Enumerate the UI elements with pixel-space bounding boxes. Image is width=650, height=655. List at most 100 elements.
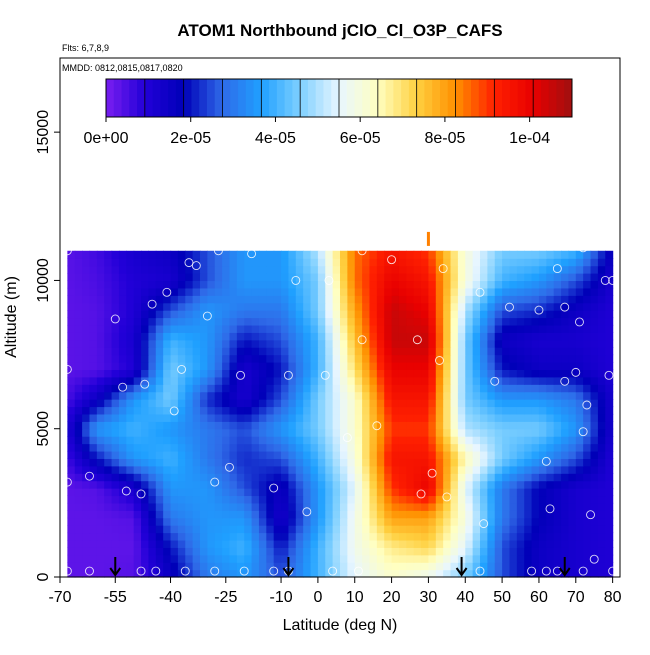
heatmap-cell [155,480,164,489]
heatmap-cell [509,547,518,556]
heatmap-cell [266,495,275,504]
heatmap-cell [310,547,319,556]
heatmap-cell [236,428,245,437]
heatmap-cell [281,465,290,474]
heatmap-cell [229,250,238,259]
heatmap-cell [354,406,363,415]
sample-point [372,421,382,431]
heatmap-cell [214,287,223,296]
x-tick-label: 60 [530,589,548,606]
heatmap-cell [266,391,275,400]
heatmap-cell [118,258,127,267]
heatmap-cell [421,569,430,578]
heatmap-cell [340,428,348,437]
heatmap-cell [465,361,474,370]
heatmap-cell [207,458,216,467]
heatmap-cell [96,384,105,393]
heatmap-cell [480,295,488,304]
heatmap-cell [583,361,592,370]
heatmap-cell [369,310,378,319]
heatmap-cell [561,384,570,393]
heatmap-cell [398,569,407,578]
heatmap-cell [192,347,201,356]
heatmap-cell [310,250,319,259]
heatmap-cell [362,473,371,482]
heatmap-cell [605,562,614,571]
heatmap-cell [214,413,223,422]
heatmap-cell [391,265,400,274]
heatmap-cell [487,480,496,489]
heatmap-cell [443,384,452,393]
heatmap-cell [244,354,253,363]
heatmap-cell [288,310,297,319]
heatmap-cell [96,273,105,282]
heatmap-cell [332,354,341,363]
heatmap-cell [384,295,393,304]
heatmap-cell [443,502,452,511]
heatmap-cell [516,458,525,467]
heatmap-cell [82,376,91,385]
heatmap-cell [222,324,231,333]
heatmap-cell [472,302,481,311]
heatmap-cell [310,295,319,304]
heatmap-cell [133,310,142,319]
heatmap-cell [273,399,282,408]
heatmap-cell [435,391,444,400]
heatmap-cell [443,473,452,482]
heatmap-cell [369,406,378,415]
heatmap-cell [266,369,275,378]
heatmap-cell [281,539,290,548]
heatmap-cell [288,465,297,474]
heatmap-cell [126,384,135,393]
heatmap-cell [303,502,312,511]
heatmap-cell [126,354,135,363]
heatmap-cell [177,280,186,289]
heatmap-cell [524,443,533,452]
heatmap-cell [111,369,120,378]
heatmap-cell [457,443,466,452]
heatmap-cell [472,465,481,474]
heatmap-cell [487,302,496,311]
heatmap-cell [258,554,267,563]
heatmap-cell [303,250,312,259]
heatmap-cell [96,421,105,430]
colorbar-cell [191,79,200,117]
heatmap-cell [222,458,231,467]
heatmap-cell [148,302,157,311]
heatmap-cell [258,443,267,452]
heatmap-cell [317,391,326,400]
heatmap-cell [325,450,334,459]
heatmap-cell [200,258,208,267]
heatmap-cell [67,450,76,459]
heatmap-cell [258,458,267,467]
sample-point [85,566,94,576]
heatmap-cell [494,399,503,408]
heatmap-cell [561,428,570,437]
heatmap-cell [266,510,275,519]
heatmap-cell [465,280,474,289]
heatmap-cell [480,495,488,504]
heatmap-cell [605,421,614,430]
sample-point [85,471,94,481]
heatmap-cell [480,450,488,459]
heatmap-cell [413,458,422,467]
heatmap-cell [236,480,245,489]
heatmap-cell [207,391,216,400]
heatmap-cell [332,502,341,511]
heatmap-cell [472,295,481,304]
heatmap-cell [369,428,378,437]
heatmap-cell [340,510,348,519]
arrow [558,557,571,577]
heatmap-cell [347,480,356,489]
heatmap-cell [258,361,267,370]
heatmap-cell [502,324,511,333]
heatmap-cell [317,450,326,459]
heatmap-cell [428,502,437,511]
heatmap-cell [104,317,113,326]
heatmap-cell [74,332,83,341]
heatmap-cell [229,258,238,267]
heatmap-cell [155,354,164,363]
heatmap-cell [288,488,297,497]
heatmap-cell [258,502,267,511]
heatmap-cell [273,258,282,267]
